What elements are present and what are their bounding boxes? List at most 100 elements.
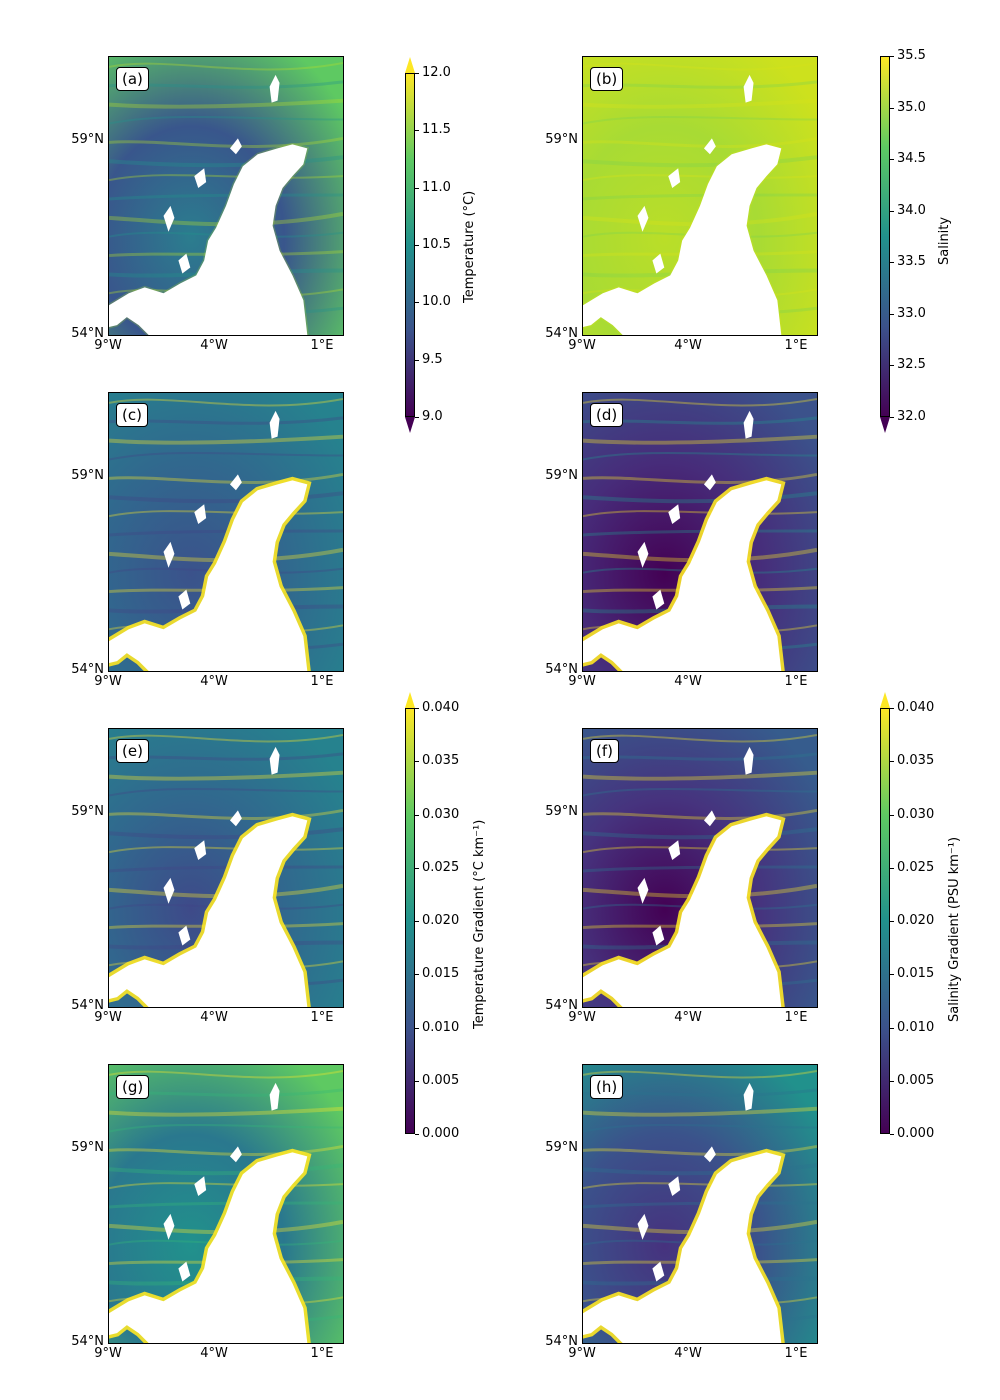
colorbar-label: Temperature (°C) [462, 190, 477, 303]
colorbar-tick-label: 0.040 [897, 700, 935, 715]
colorbar-tick-mark [415, 302, 419, 304]
colorbar-tick-label: 0.020 [422, 913, 460, 928]
field-streak [109, 1069, 343, 1079]
field-streak [583, 1106, 817, 1117]
colorbar-tick-mark [890, 814, 894, 816]
field-streak [583, 787, 817, 797]
field-streak [583, 846, 817, 854]
island [163, 1213, 175, 1240]
colorbar-tick-mark [415, 187, 419, 189]
x-tick-label: 4°W [200, 338, 228, 353]
map-panel-b: (b) [582, 56, 818, 336]
field-streak [109, 61, 343, 71]
y-tick-label: 54°N [71, 1334, 104, 1349]
island [637, 541, 649, 568]
island [652, 253, 665, 274]
colorbar-tick-mark [415, 417, 419, 418]
panel-label: (d) [590, 403, 624, 427]
colorbar-salinity [880, 56, 890, 417]
field-streak [583, 865, 817, 873]
colorbar-extend-max [880, 692, 890, 708]
colorbar-extend-max [405, 692, 415, 708]
colorbar-tick-label: 0.015 [897, 966, 935, 982]
field-streak [109, 211, 343, 227]
colorbar-tick-mark [415, 921, 419, 922]
x-tick-label: 1°E [784, 1346, 808, 1361]
y-tick-label: 54°N [545, 1334, 578, 1349]
field-streak [583, 1163, 817, 1176]
field-streak [583, 529, 817, 537]
island [668, 168, 681, 189]
field-streak [583, 491, 817, 504]
field-streak [583, 136, 817, 148]
colorbar-tick-mark [415, 1134, 419, 1135]
colorbar-tick-label: 33.5 [897, 254, 926, 270]
field-streak [109, 770, 343, 781]
land-mass [583, 480, 782, 671]
island [178, 925, 191, 946]
island [652, 925, 665, 946]
x-tick-label: 9°W [568, 1346, 596, 1361]
island [743, 1082, 754, 1111]
field-streak [109, 1219, 343, 1235]
field-streak [109, 510, 343, 518]
colorbar-tick-label: 0.005 [422, 1072, 460, 1088]
colorbar-tick-label: 0.015 [422, 966, 460, 982]
field-streak [109, 136, 343, 148]
heatmap-field-e [109, 729, 343, 1007]
field-streak [583, 1201, 817, 1209]
field-streak [583, 397, 817, 407]
field-streak [109, 1182, 343, 1190]
colorbar-tick-mark [890, 313, 894, 315]
field-streak [109, 472, 343, 484]
colorbar-tick-label: 0.030 [897, 806, 935, 822]
island [269, 74, 280, 103]
field-streak [583, 510, 817, 518]
colorbar-tick-label: 0.010 [422, 1019, 460, 1035]
island [703, 810, 716, 827]
field-streak [109, 733, 343, 743]
map-panel-f: (f) [582, 728, 818, 1008]
field-streak [583, 451, 817, 461]
field-streak [109, 1106, 343, 1117]
island [637, 1213, 649, 1240]
colorbar-tick-mark [890, 1134, 894, 1135]
colorbar-extend-min [880, 417, 890, 433]
field-streak [109, 451, 343, 461]
colorbar-tick-mark [415, 761, 419, 763]
y-tick-label: 54°N [71, 662, 104, 677]
land-mass [583, 144, 782, 335]
colorbar-tick-mark [890, 1027, 894, 1029]
heatmap-field-b [583, 57, 817, 335]
colorbar-tick-mark [415, 245, 419, 246]
colorbar-tick-label: 11.0 [422, 179, 451, 195]
field-streak [583, 808, 817, 820]
land-mass [583, 816, 782, 1007]
island [163, 877, 175, 904]
island [652, 589, 665, 610]
y-tick-label: 59°N [545, 132, 578, 147]
island [229, 1146, 242, 1163]
panel-label: (h) [590, 1075, 624, 1099]
colorbar-tick-label: 35.0 [897, 99, 926, 115]
colorbar-tick-mark [890, 262, 894, 264]
colorbar-tick-mark [890, 159, 894, 161]
field-streak [583, 155, 817, 168]
colorbar-tick-label: 9.5 [422, 351, 443, 367]
x-tick-label: 1°E [784, 1010, 808, 1025]
field-streak [583, 883, 817, 899]
colorbar-tick-mark [890, 708, 894, 709]
x-tick-label: 4°W [200, 674, 228, 689]
colorbar-tick-mark [415, 73, 419, 74]
colorbar-tick-mark [415, 867, 419, 869]
colorbar-temperature [405, 73, 415, 417]
colorbar-tick-label: 9.0 [422, 409, 443, 424]
island [743, 746, 754, 775]
colorbar-tick-mark [890, 921, 894, 922]
colorbar-tick-label: 0.010 [897, 1019, 935, 1035]
x-tick-label: 4°W [674, 1010, 702, 1025]
field-streak [109, 865, 343, 873]
island [178, 589, 191, 610]
field-streak [583, 770, 817, 781]
island [194, 840, 207, 861]
